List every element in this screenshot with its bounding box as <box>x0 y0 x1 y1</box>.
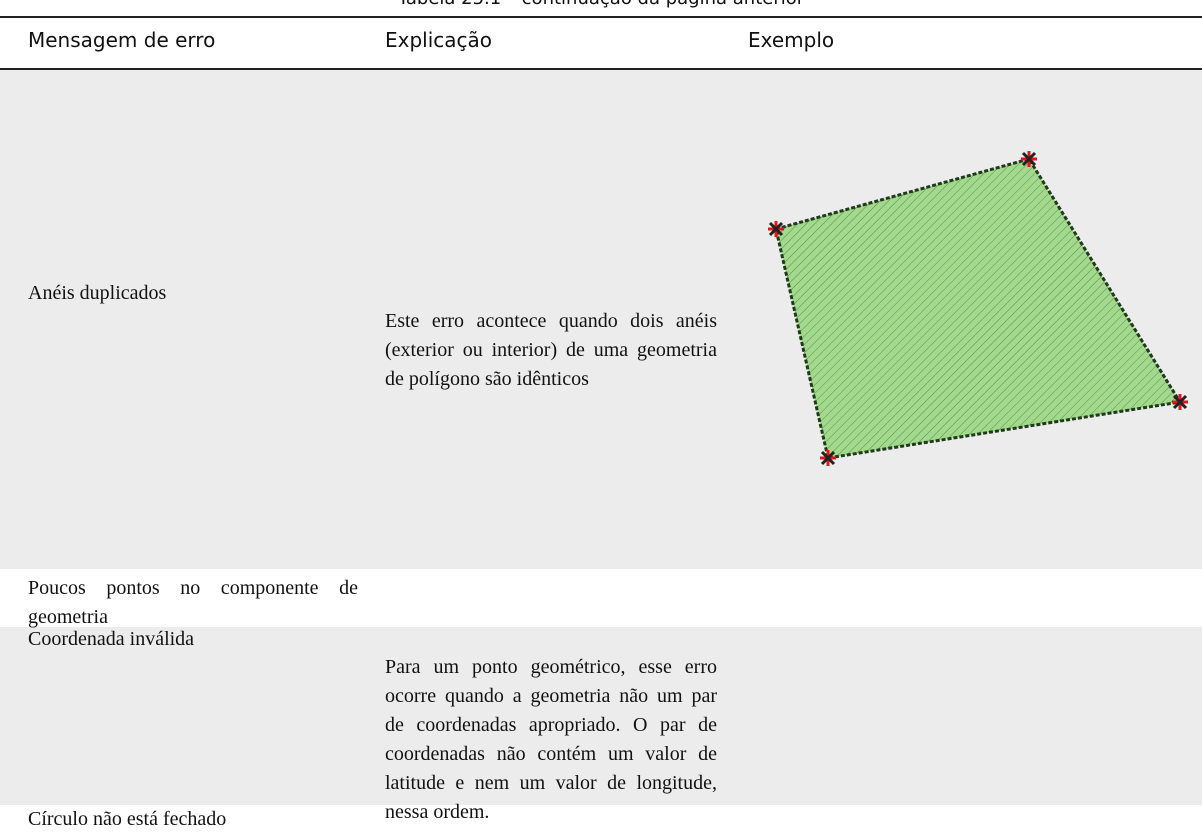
cell-text: Coordenada inválida <box>28 628 195 650</box>
table-row <box>0 627 1202 805</box>
header-cell: Mensagem de erro <box>28 28 216 52</box>
cell-text: Este erro acontece quando dois anéis (ex… <box>385 310 717 390</box>
cell-text: Círculo não está fechado <box>28 808 227 830</box>
header-cell: Exemplo <box>748 28 835 52</box>
cell-text: Para um ponto geométrico, esse erro ocor… <box>385 656 717 823</box>
table-caption: Tabela 25.1 – continuação da página ante… <box>0 0 1202 9</box>
rule <box>0 16 1202 18</box>
example-image <box>768 151 1188 466</box>
header-cell: Explicação <box>385 28 493 52</box>
cell-text: Anéis duplicados <box>28 282 167 304</box>
cell-text: Poucos pontos no componente de geometria <box>28 577 358 628</box>
rule <box>0 68 1202 70</box>
